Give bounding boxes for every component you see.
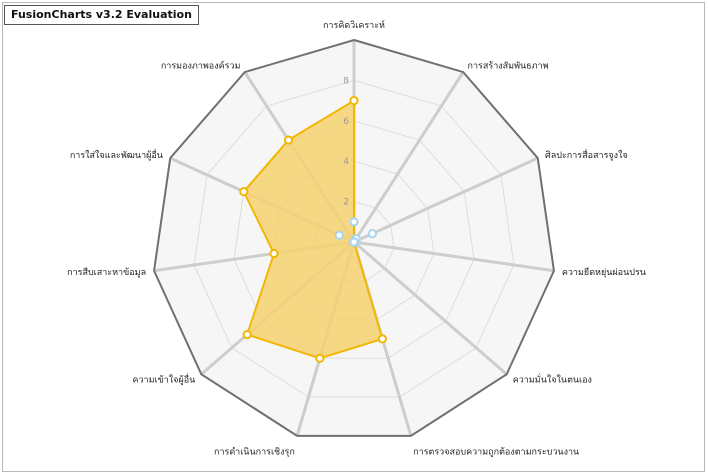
radar-grid-ring-4 (193, 79, 515, 398)
series-1-point-11 (283, 135, 294, 145)
axis-label-3: ศิลปะการสื่อสารจูงใจ (545, 148, 628, 161)
radar-series (239, 96, 388, 363)
series-2-point-11 (349, 237, 359, 247)
series-1-point-8 (242, 329, 252, 340)
axis-label-7: การดำเนินการเชิงรุก (214, 446, 295, 457)
radar-spoke-5 (353, 240, 508, 376)
radar-axis-labels: การคิดวิเคราะห์การสร้างสัมพันธภาพศิลปะกา… (67, 19, 646, 457)
radar-spoke-4 (353, 240, 555, 273)
series-1-point-10 (239, 187, 249, 197)
series-1-point-1 (349, 96, 359, 106)
radar-web-outline (153, 38, 555, 437)
series-2-point-3 (367, 229, 377, 239)
axis-label-10: การใส่ใจและพัฒนาผู้อื่น (70, 148, 163, 161)
axis-label-5: ความมั่นใจในตนเอง (513, 373, 592, 386)
axis-label-1: การคิดวิเคราะห์ (323, 19, 385, 31)
axis-label-2: การสร้างสัมพันธภาพ (468, 60, 549, 71)
series-2-point-10 (334, 230, 344, 240)
series-1-point-7 (315, 353, 325, 363)
axis-label-8: ความเข้าใจผู้อื่น (132, 373, 195, 386)
tick-label-2: 4 (343, 157, 349, 167)
axis-label-9: การสืบเสาะหาข้อมูล (67, 267, 146, 278)
axis-label-4: ความยืดหยุ่นผ่อนปรน (562, 267, 646, 278)
radar-tick-labels: 2 4 6 8 (343, 76, 349, 207)
series-1-point-9 (269, 248, 279, 259)
series-2-point-1 (349, 217, 359, 227)
tick-label-3: 6 (343, 117, 349, 127)
radar-spoke-2 (352, 71, 465, 243)
watermark-label: FusionCharts v3.2 Evaluation (4, 5, 199, 25)
axis-label-11: การมองภาพองค์รวม (161, 59, 241, 71)
series-1-point-6 (377, 334, 388, 344)
radar-spoke-3 (353, 156, 539, 244)
axis-label-6: การตรวจสอบความถูกต้องตามกระบวนงาน (413, 446, 579, 457)
tick-label-4: 8 (343, 76, 349, 86)
tick-label-1: 2 (343, 198, 349, 208)
